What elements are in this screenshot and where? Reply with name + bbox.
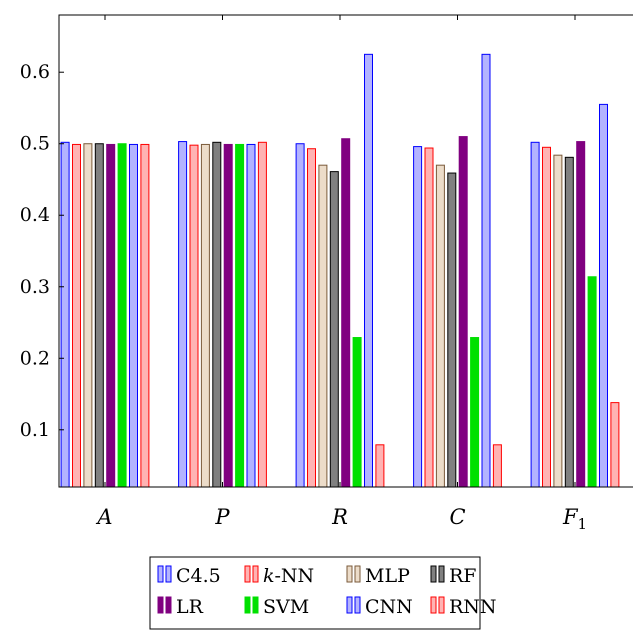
x-tick-label: A [95, 505, 112, 529]
bar-rnn-c [492, 444, 502, 488]
y-tick-label: 0.4 [20, 204, 50, 226]
legend-swatch [157, 565, 164, 583]
legend-item-rf: RF [430, 565, 477, 587]
legend-swatch [244, 596, 251, 614]
legend-label: k-NN [263, 565, 314, 587]
x-tick-label: F1 [562, 505, 587, 533]
bar-knn-f1 [542, 146, 551, 488]
bar-svm-a [117, 143, 127, 488]
y-tick-label: 0.5 [20, 133, 50, 155]
legend: C4.5 k-NN MLP RF LR SVM CNN RNN [149, 556, 497, 630]
legend-frame [149, 556, 481, 630]
bar-cnn-c [481, 53, 491, 488]
bar-lr-r [341, 138, 351, 488]
bar-svm-r [352, 337, 362, 488]
legend-swatch [430, 565, 437, 583]
legend-label: RNN [449, 596, 497, 618]
legend-item-knn: k-NN [244, 565, 314, 587]
y-tick-label: 0.6 [20, 61, 50, 83]
bar-rf-c [447, 172, 457, 488]
y-axis-ticks: 0.1 0.2 0.3 0.4 0.5 0.6 [20, 61, 64, 441]
x-axis-ticks: A P R C F1 [95, 15, 587, 533]
legend-label: CNN [365, 596, 413, 618]
bar-rnn-p [257, 141, 267, 488]
legend-label: C4.5 [176, 565, 221, 587]
bar-cnn-f1 [599, 103, 608, 488]
bar-c45-f1 [530, 141, 540, 488]
bar-rf-p [212, 141, 222, 488]
bar-knn-a [72, 143, 81, 488]
bar-c45-c [413, 146, 423, 488]
bar-rf-f1 [564, 156, 574, 488]
bar-lr-p [223, 143, 233, 488]
bar-c45-a [60, 141, 70, 488]
legend-swatch [346, 565, 353, 583]
bar-svm-c [470, 337, 480, 488]
x-tick-label: C [449, 505, 465, 529]
legend-item-mlp: MLP [346, 565, 410, 587]
legend-swatch [252, 596, 259, 614]
legend-item-rnn: RNN [430, 596, 497, 618]
legend-item-svm: SVM [244, 596, 309, 618]
legend-swatch [252, 565, 259, 583]
legend-swatch [354, 565, 361, 583]
legend-label: RF [449, 565, 477, 587]
bar-cnn-a [129, 143, 138, 488]
legend-swatch [438, 565, 445, 583]
legend-item-cnn: CNN [346, 596, 413, 618]
bar-svm-p [235, 143, 245, 488]
x-tick-label: R [331, 505, 348, 529]
bar-mlp-r [318, 164, 328, 488]
y-tick-label: 0.2 [20, 347, 50, 369]
y-tick-label: 0.3 [20, 276, 50, 298]
bar-mlp-a [83, 143, 93, 488]
legend-swatch [165, 565, 172, 583]
bar-rnn-f1 [610, 402, 620, 488]
legend-label: MLP [365, 565, 410, 587]
x-tick-label: P [214, 505, 230, 529]
legend-swatch [438, 596, 445, 614]
bar-rf-a [94, 143, 104, 488]
legend-item-c45: C4.5 [157, 565, 221, 587]
bar-lr-f1 [576, 141, 586, 488]
bar-lr-c [458, 136, 468, 488]
legend-swatch [354, 596, 361, 614]
y-tick-label: 0.1 [20, 419, 50, 441]
bar-knn-r [307, 148, 316, 488]
legend-label: LR [176, 596, 204, 618]
legend-swatch [430, 596, 437, 614]
bar-rnn-a [140, 143, 150, 488]
bar-rf-r [329, 171, 339, 488]
legend-swatch [244, 565, 251, 583]
bar-c45-r [295, 143, 305, 488]
legend-swatch [157, 596, 164, 614]
bar-svm-f1 [587, 276, 597, 488]
bar-cnn-p [246, 143, 256, 488]
bar-mlp-f1 [553, 154, 563, 488]
legend-swatch [346, 596, 353, 614]
legend-label: SVM [263, 596, 309, 618]
bar-cnn-r [364, 53, 373, 488]
bar-knn-p [189, 144, 199, 488]
plot-frame [58, 14, 633, 488]
bar-lr-a [106, 143, 116, 488]
bar-c45-p [178, 141, 188, 488]
bar-mlp-c [435, 164, 445, 488]
legend-item-lr: LR [157, 596, 204, 618]
bar-knn-c [424, 147, 434, 488]
bar-rnn-r [375, 444, 385, 488]
bars-layer [60, 53, 620, 488]
bar-mlp-p [200, 143, 210, 488]
legend-swatch [165, 596, 172, 614]
